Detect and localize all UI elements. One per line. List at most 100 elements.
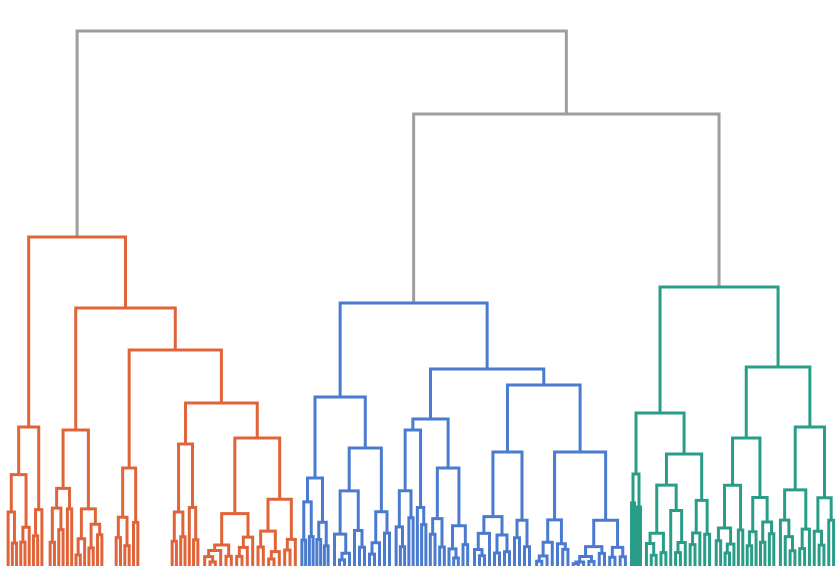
branch-link (21, 525, 31, 566)
branch-link (57, 528, 65, 566)
branch-link (19, 540, 27, 566)
branch-link (31, 534, 40, 566)
branch-link (515, 518, 529, 547)
branch-link (703, 532, 712, 566)
branch-link (333, 532, 348, 566)
branch-link (192, 538, 200, 566)
branch-link (751, 495, 769, 532)
branch-link (307, 535, 315, 566)
branch-link (723, 551, 731, 566)
branch-link (394, 525, 404, 566)
branch-link (634, 411, 686, 474)
root-link (75, 29, 568, 237)
branch-link (798, 547, 807, 566)
cluster-1-branches (6, 235, 297, 566)
branch-link (503, 550, 511, 566)
branch-link (636, 505, 642, 566)
branch-link (578, 554, 593, 563)
branch-link (435, 466, 461, 526)
branch-link (177, 442, 194, 513)
branch-link (478, 554, 486, 566)
branch-link (374, 510, 389, 543)
branch-link (664, 452, 704, 501)
branch-link (61, 428, 90, 509)
branch-link (812, 529, 823, 566)
branch-link (827, 518, 836, 566)
branch-link (587, 560, 596, 566)
branch-link (816, 496, 833, 532)
top-level-links (75, 29, 721, 303)
branch-link (6, 510, 16, 566)
branch-link (127, 348, 223, 468)
branch-link (451, 524, 467, 549)
branch-link (793, 425, 827, 498)
branch-link (428, 367, 546, 419)
branch-link (347, 446, 383, 512)
branch-link (648, 531, 665, 553)
branch-link (9, 473, 28, 528)
branch-link (523, 545, 531, 566)
branch-link (473, 547, 484, 566)
branch-link (172, 510, 185, 542)
branch-link (368, 552, 376, 566)
branch-link (27, 235, 128, 427)
branch-link (630, 501, 636, 566)
branch-link (179, 535, 187, 566)
branch-link (340, 551, 351, 566)
branch-link (649, 553, 658, 566)
branch-link (383, 531, 391, 566)
branch-link (688, 543, 697, 566)
branch-link (259, 529, 277, 552)
branch-link (767, 532, 776, 566)
branch-link (187, 506, 198, 566)
branch-link (233, 436, 282, 514)
branch-link (745, 544, 754, 566)
branch-link (74, 553, 82, 566)
branch-link (76, 537, 87, 566)
cluster-3-branches (630, 285, 836, 566)
branch-link (208, 560, 217, 566)
branch-link (669, 509, 684, 566)
branch-link (674, 551, 682, 566)
branch-link (817, 543, 826, 566)
branch-link (403, 428, 423, 508)
branch-link (493, 551, 501, 566)
branch-link (300, 538, 308, 566)
branch-link (358, 545, 366, 566)
branch-link (338, 301, 489, 397)
branch-link (428, 532, 437, 566)
branch-link (74, 306, 177, 430)
branch-link (714, 539, 723, 566)
branch-link (220, 512, 250, 545)
branch-link (608, 555, 617, 566)
branch-link (723, 483, 743, 530)
branch-link (716, 526, 733, 545)
branch-link (267, 557, 276, 566)
branch-link (694, 498, 709, 535)
top-link-clusters-2-3 (412, 112, 721, 303)
branch-link (170, 539, 178, 566)
branch-link (121, 466, 138, 523)
branch-link (407, 516, 415, 566)
branch-link (87, 546, 95, 566)
branch-link (535, 559, 544, 566)
branch-link (338, 489, 360, 535)
branch-link (313, 395, 367, 478)
branch-link (213, 543, 231, 557)
branch-link (302, 500, 313, 541)
branch-link (123, 544, 131, 566)
branch-link (658, 285, 780, 413)
branch-link (546, 518, 563, 544)
branch-link (322, 544, 330, 566)
branch-link (759, 540, 767, 566)
branch-link (17, 425, 41, 510)
branch-link (491, 450, 524, 521)
branch-link (315, 538, 323, 566)
branch-link (452, 556, 460, 566)
branch-link (597, 551, 606, 566)
branch-link (411, 417, 450, 468)
cluster-2-branches (300, 301, 627, 566)
branch-link (736, 528, 745, 566)
